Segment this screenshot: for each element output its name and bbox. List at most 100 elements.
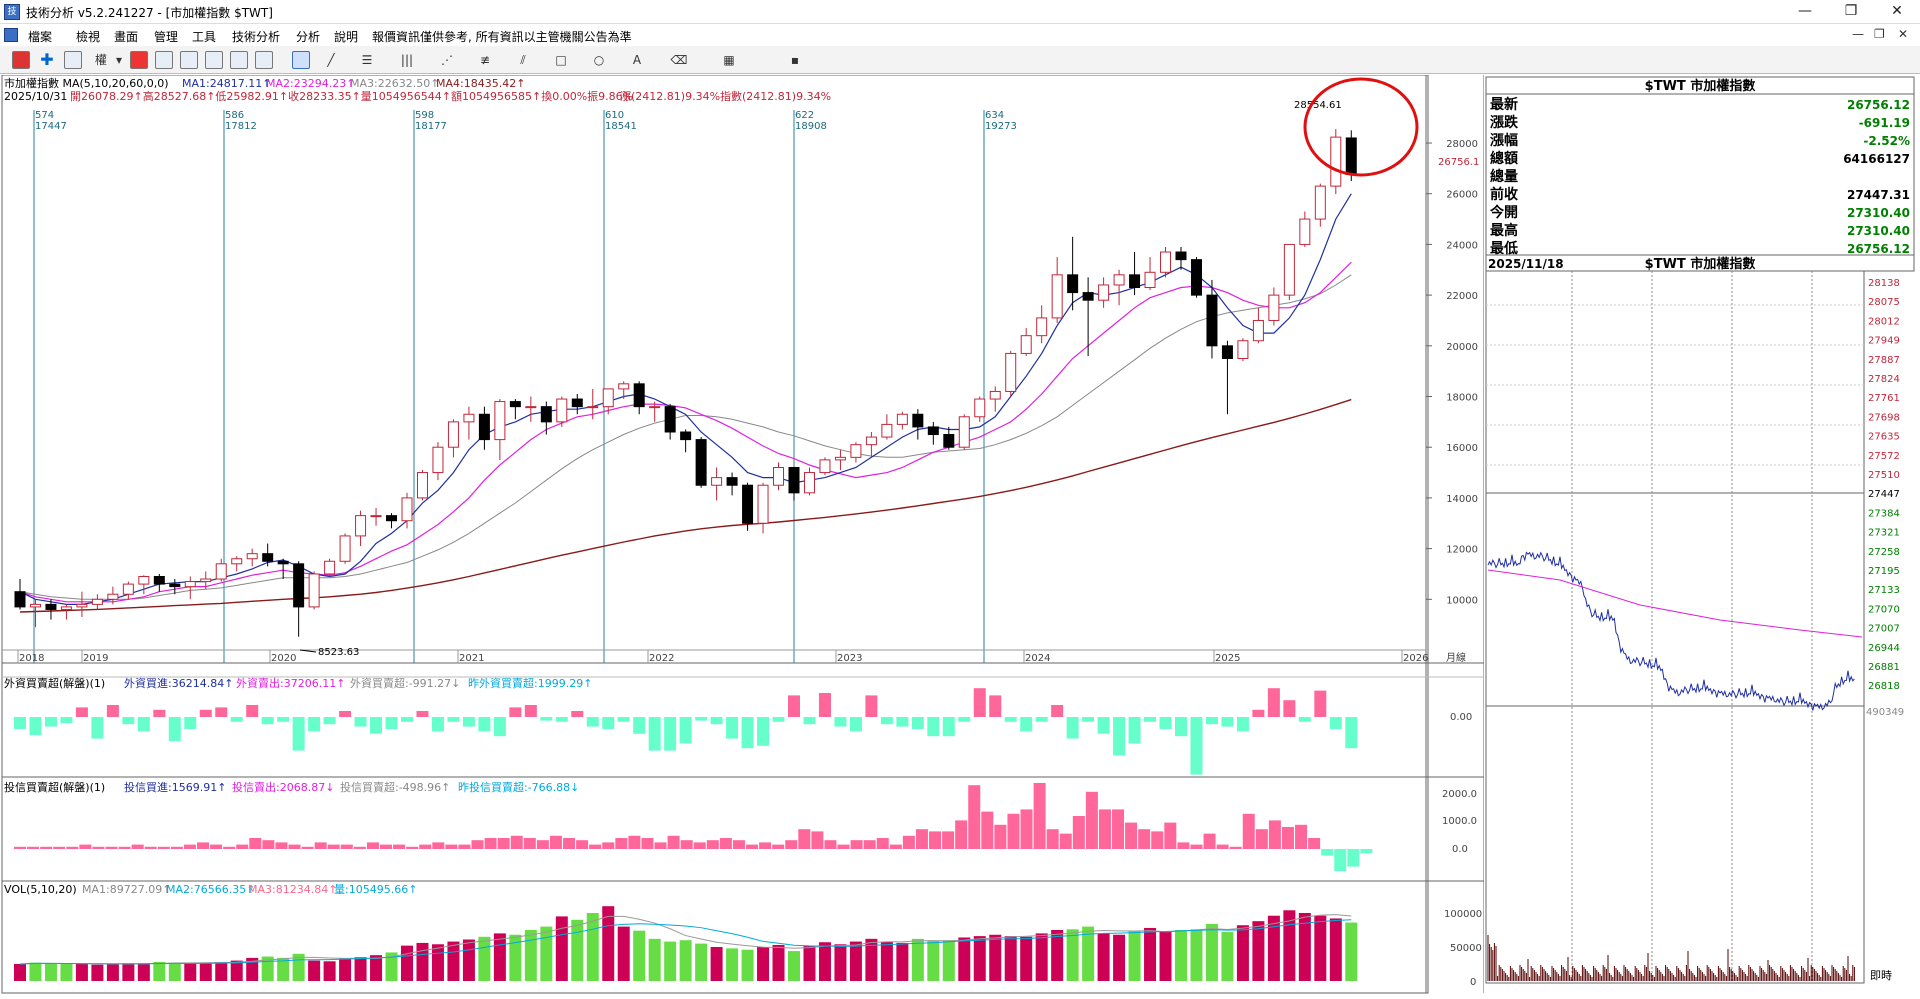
fib-icon[interactable]: ☰ bbox=[361, 53, 373, 67]
trust-bar bbox=[1308, 838, 1321, 849]
foreign-bar bbox=[261, 717, 274, 725]
calc-icon[interactable] bbox=[155, 51, 173, 69]
menu-file[interactable]: 檔案 bbox=[28, 30, 53, 44]
close-button[interactable]: ✕ bbox=[1891, 3, 1903, 19]
quote-key: 最新 bbox=[1490, 96, 1518, 113]
trust-bar bbox=[549, 835, 562, 849]
eraser-icon[interactable]: ⌫ bbox=[670, 53, 688, 67]
bar-chart-icon[interactable] bbox=[230, 51, 248, 69]
quote-header: $TWT 市加權指數 bbox=[1645, 78, 1756, 94]
trust-bar bbox=[902, 835, 915, 849]
vol-ma2: MA2:76566.35↑ bbox=[166, 883, 255, 896]
document-icon[interactable] bbox=[4, 28, 18, 42]
menu-technical[interactable]: 技術分析 bbox=[232, 30, 281, 44]
trust-bar bbox=[92, 846, 105, 849]
line-chart-icon[interactable] bbox=[205, 51, 223, 69]
volume-bar bbox=[803, 945, 816, 981]
candle-body bbox=[463, 413, 475, 423]
volume-bar bbox=[1298, 913, 1311, 981]
foreign-bar bbox=[911, 717, 924, 729]
menu-help[interactable]: 說明 bbox=[334, 30, 359, 44]
foreign-sell: 外資賣出:37206.11↑ bbox=[236, 676, 345, 690]
tile-icon[interactable] bbox=[180, 51, 198, 69]
chart-icon[interactable] bbox=[12, 51, 30, 69]
cursor-icon[interactable] bbox=[292, 51, 310, 69]
grid-icon[interactable] bbox=[255, 51, 273, 69]
child-restore-button[interactable]: ❐ bbox=[1874, 27, 1885, 41]
menu-tools[interactable]: 工具 bbox=[192, 30, 217, 44]
index-readout: 指數(2412.81)9.34% bbox=[720, 89, 831, 103]
trust-prev: 昨投信買賣超:-766.88↓ bbox=[458, 780, 579, 794]
candle-body bbox=[602, 388, 614, 408]
red-green-icon[interactable] bbox=[130, 51, 148, 69]
quote-key: 最高 bbox=[1490, 222, 1518, 239]
disclaimer-text: 報價資訊僅供參考, 所有資訊以主管機關公告為準 bbox=[372, 30, 632, 44]
foreign-bar bbox=[277, 717, 290, 722]
volume-bar bbox=[911, 938, 924, 981]
volume-bar bbox=[834, 944, 847, 981]
minimize-button[interactable]: — bbox=[1798, 3, 1812, 19]
rectangle-icon[interactable]: □ bbox=[555, 53, 567, 67]
dropdown-arrow-icon[interactable]: ▾ bbox=[115, 53, 123, 67]
volume-bar bbox=[1345, 922, 1358, 981]
menu-analysis[interactable]: 分析 bbox=[296, 30, 321, 44]
trust-bar bbox=[1255, 829, 1268, 849]
trust-bar bbox=[1046, 829, 1059, 849]
child-minimize-button[interactable]: — bbox=[1852, 27, 1864, 41]
volume-bar bbox=[215, 961, 228, 981]
foreign-bar bbox=[137, 717, 150, 732]
volume-bar bbox=[540, 926, 553, 981]
trust-bar bbox=[929, 831, 942, 849]
toolbar-rights-label[interactable]: 權 bbox=[94, 53, 107, 67]
intraday-tick-label: 27635 bbox=[1868, 432, 1900, 443]
maximize-button[interactable]: ❐ bbox=[1844, 3, 1858, 19]
volume-bar bbox=[1236, 925, 1249, 981]
child-close-button[interactable]: ✕ bbox=[1898, 27, 1909, 41]
volume-bar bbox=[927, 940, 940, 981]
trust-bar bbox=[1242, 813, 1255, 849]
volume-bar bbox=[29, 962, 42, 981]
foreign-bar bbox=[555, 717, 568, 722]
foreign-bar bbox=[1082, 717, 1095, 722]
palette-icon[interactable]: ▦ bbox=[723, 53, 735, 67]
price-tick-label: 26000 bbox=[1446, 190, 1478, 201]
quote-key: 前收 bbox=[1490, 186, 1519, 203]
trendline-icon[interactable]: ╱ bbox=[327, 53, 335, 67]
trust-bar bbox=[406, 846, 419, 849]
candle-body bbox=[664, 406, 676, 433]
candle-body bbox=[540, 406, 552, 423]
parallel-icon[interactable]: ⫽ bbox=[520, 53, 526, 67]
window-title: 技術分析 v5.2.241227 - [市加權指數 $TWT] bbox=[26, 6, 273, 20]
foreign-bar bbox=[60, 717, 73, 723]
price-axis: 28000 26000 24000 22000 20000 18000 16000 14000… bbox=[1426, 139, 1478, 606]
foreign-bar bbox=[462, 717, 475, 727]
trust-bar bbox=[641, 838, 654, 849]
trust-bar bbox=[576, 840, 589, 849]
chart-canvas[interactable]: 市加權指數 MA(5,10,20,60,0,0) MA1:24817.11↑ M… bbox=[0, 74, 1920, 995]
menu-view[interactable]: 檢視 bbox=[76, 30, 101, 44]
foreign-bar bbox=[695, 717, 708, 721]
channel-icon[interactable]: ≢ bbox=[479, 53, 491, 67]
text-icon[interactable]: A bbox=[632, 53, 642, 67]
period-line-value: 18908 bbox=[795, 121, 827, 132]
circle-icon[interactable]: ○ bbox=[593, 53, 605, 67]
vertical-lines-icon[interactable]: ||| bbox=[400, 53, 414, 67]
quote-panel bbox=[1485, 76, 1915, 256]
volume-bar bbox=[1113, 934, 1126, 981]
foreign-bar bbox=[1345, 717, 1358, 749]
window-icon[interactable] bbox=[64, 51, 82, 69]
save-icon[interactable]: ▪ bbox=[790, 53, 800, 67]
crosshair-icon[interactable]: ✚ bbox=[40, 50, 54, 69]
menu-screen[interactable]: 畫面 bbox=[114, 30, 139, 44]
trust-bar bbox=[1281, 827, 1294, 849]
intraday-grid bbox=[1486, 271, 1864, 983]
foreign-bar bbox=[726, 717, 739, 739]
vol-tick-100000: 100000 bbox=[1444, 909, 1482, 920]
year-tick-label: 2026 bbox=[1403, 653, 1428, 664]
menu-manage[interactable]: 管理 bbox=[154, 30, 179, 44]
volume-bar bbox=[478, 936, 491, 981]
intraday-chart[interactable] bbox=[1485, 270, 1865, 984]
intraday-tick-label: 27007 bbox=[1868, 624, 1900, 635]
volume-bar bbox=[370, 955, 383, 981]
fan-icon[interactable]: ⋰ bbox=[441, 53, 453, 67]
